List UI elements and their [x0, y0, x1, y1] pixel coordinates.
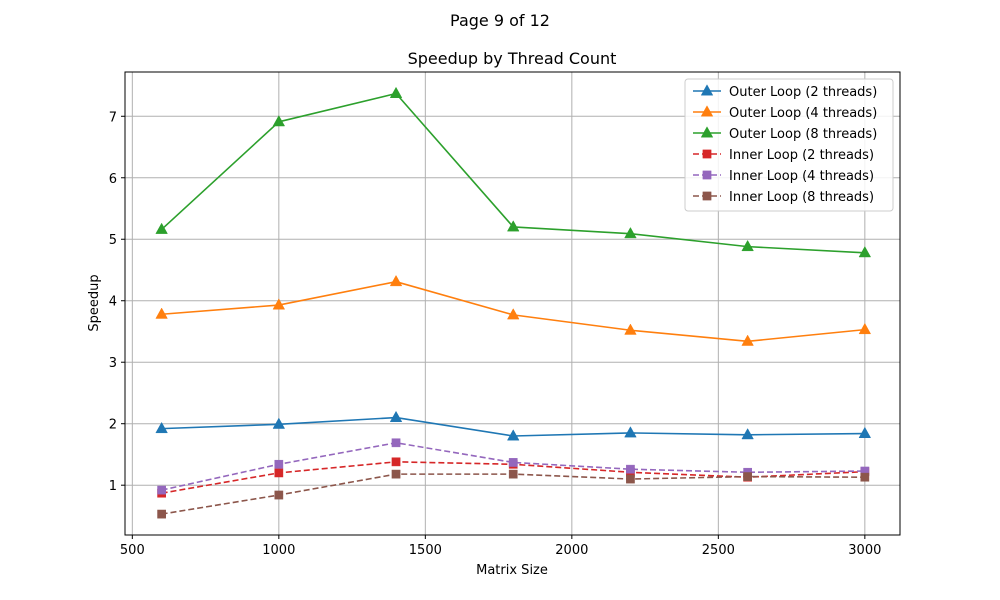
- data-point: [507, 429, 520, 441]
- series-layer: [155, 86, 872, 519]
- x-tick-label: 1000: [262, 543, 295, 558]
- legend-label: Outer Loop (2 threads): [729, 85, 877, 100]
- series-5: [157, 438, 870, 495]
- x-tick-label: 500: [120, 543, 145, 558]
- data-point: [507, 308, 520, 320]
- data-point: [624, 426, 637, 438]
- ticks: 500 1000 1500 2000 2500 3000 1 2 3 4 5 6 7: [109, 110, 882, 558]
- legend-item: Outer Loop (4 threads): [693, 105, 877, 121]
- legend-marker: [700, 126, 714, 138]
- data-point: [391, 438, 401, 448]
- data-point: [389, 274, 403, 287]
- y-tick-label: 7: [109, 110, 117, 125]
- data-point: [624, 323, 637, 335]
- legend-item: Inner Loop (4 threads): [693, 169, 874, 184]
- data-point: [508, 469, 518, 479]
- series-2: [155, 274, 872, 346]
- legend-box: [684, 78, 894, 212]
- y-tick-label: 3: [109, 356, 117, 371]
- data-point: [860, 472, 870, 482]
- data-point: [626, 474, 635, 484]
- data-point: [155, 222, 168, 234]
- legend-marker: [702, 170, 712, 180]
- data-point: [272, 115, 286, 127]
- data-point: [624, 226, 637, 239]
- legend-label: Inner Loop (8 threads): [729, 190, 874, 205]
- page-label: Page 9 of 12: [450, 11, 550, 30]
- legend-item: Outer Loop (2 threads): [693, 84, 877, 100]
- data-point: [391, 457, 401, 467]
- legend-item: Inner Loop (2 threads): [693, 148, 874, 163]
- legend-marker: [700, 105, 714, 117]
- plot-frame: [124, 71, 901, 536]
- data-point: [391, 469, 401, 479]
- legend-marker: [702, 149, 712, 159]
- data-point: [157, 509, 166, 519]
- legend-label: Outer Loop (8 threads): [729, 127, 877, 142]
- series-3: [155, 86, 872, 258]
- data-point: [274, 459, 284, 469]
- series-6: [157, 469, 870, 519]
- data-point: [155, 421, 168, 434]
- data-point: [507, 220, 520, 232]
- legend: Outer Loop (2 threads) Outer Loop (4 thre…: [684, 78, 894, 212]
- data-point: [508, 458, 518, 467]
- legend-item: Outer Loop (8 threads): [693, 126, 877, 142]
- data-point: [741, 239, 754, 252]
- series-line: [161, 473, 865, 515]
- y-axis-label: Speedup: [87, 274, 102, 331]
- data-point: [858, 426, 872, 438]
- x-tick-label: 1500: [409, 543, 442, 558]
- legend-marker: [700, 84, 714, 96]
- legend-label: Inner Loop (4 threads): [729, 169, 874, 184]
- data-point: [272, 417, 286, 429]
- data-point: [155, 307, 168, 319]
- data-point: [741, 334, 754, 346]
- x-axis-label: Matrix Size: [476, 563, 548, 578]
- data-point: [272, 298, 286, 310]
- data-point: [626, 464, 635, 474]
- x-tick-label: 3000: [848, 543, 881, 558]
- data-point: [274, 490, 284, 500]
- series-1: [155, 410, 872, 441]
- data-point: [743, 472, 752, 481]
- y-tick-label: 1: [109, 479, 117, 494]
- data-point: [274, 468, 284, 478]
- data-point: [389, 410, 403, 423]
- y-tick-label: 6: [109, 172, 117, 187]
- x-tick-label: 2000: [555, 543, 588, 558]
- chart-title: Speedup by Thread Count: [408, 49, 617, 68]
- data-point: [389, 86, 403, 98]
- y-tick-label: 2: [109, 418, 117, 433]
- y-tick-label: 5: [109, 233, 117, 248]
- y-tick-label: 4: [109, 295, 117, 310]
- data-point: [858, 322, 872, 335]
- data-point: [741, 428, 754, 440]
- legend-label: Outer Loop (4 threads): [729, 106, 877, 121]
- legend-label: Inner Loop (2 threads): [729, 148, 874, 163]
- legend-item: Inner Loop (8 threads): [693, 190, 874, 205]
- data-point: [157, 485, 166, 495]
- data-point: [858, 246, 872, 258]
- x-tick-label: 2500: [702, 543, 735, 558]
- legend-marker: [702, 191, 712, 201]
